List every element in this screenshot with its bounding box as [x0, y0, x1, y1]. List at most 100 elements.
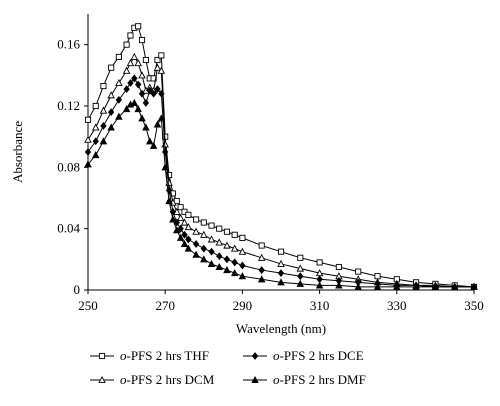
data-point-dce [115, 95, 123, 104]
y-ticks: 0 0.04 0.08 0.12 0.16 [57, 37, 88, 297]
data-point-dcm [107, 91, 115, 99]
legend-label-prefix: o [273, 372, 280, 387]
data-point-thf [92, 102, 99, 110]
data-point-dcm [230, 244, 239, 252]
data-point-dce [154, 85, 161, 94]
x-tick-label: 250 [78, 298, 98, 313]
data-point-dcm [157, 66, 166, 74]
data-point-thf [231, 231, 238, 238]
data-point-dce [123, 85, 130, 94]
data-point-dce [277, 269, 285, 278]
data-point-dcm [122, 66, 131, 74]
data-point-thf [200, 219, 207, 226]
data-point-thf [127, 32, 134, 39]
series-dce [84, 74, 478, 291]
data-point-dmf [184, 244, 193, 252]
data-point-dmf [146, 137, 154, 145]
x-tick-label: 350 [464, 298, 484, 313]
data-point-dce [150, 89, 157, 98]
data-point-dcm [115, 78, 123, 87]
data-point-thf [135, 23, 142, 30]
data-point-thf [108, 64, 115, 71]
legend-marker-dce [251, 352, 259, 360]
legend-label-rest: -PFS 2 hrs THF [127, 348, 209, 363]
data-point-dmf [207, 259, 216, 267]
data-point-dmf [157, 114, 166, 122]
data-point-dmf [169, 215, 177, 223]
legend-label-prefix: o [120, 348, 127, 363]
data-point-thf [138, 37, 146, 44]
legend-label-dmf: o-PFS 2 hrs DMF [273, 372, 366, 387]
data-point-dce [200, 244, 207, 253]
data-point-dmf [393, 282, 401, 290]
data-point-dce [297, 272, 304, 281]
data-point-thf [123, 41, 130, 48]
data-point-dce [138, 89, 146, 98]
data-point-thf [84, 116, 92, 123]
data-point-thf [355, 268, 362, 275]
legend-label-rest: -PFS 2 hrs DCM [127, 372, 215, 387]
data-point-dmf [412, 282, 420, 290]
data-point-dmf [84, 160, 92, 168]
data-point-dmf [223, 266, 231, 274]
legend-label-rest: -PFS 2 hrs DCE [280, 348, 364, 363]
y-axis-title: Absorbance [10, 121, 25, 183]
data-point-thf [181, 208, 188, 215]
data-point-dcm [184, 223, 193, 231]
legend-label-dcm: o-PFS 2 hrs DCM [120, 372, 215, 387]
data-point-dmf [450, 282, 459, 290]
legend-marker-dcm [98, 375, 106, 384]
legend-item-dcm: o-PFS 2 hrs DCM [90, 372, 215, 387]
data-point-dmf [134, 105, 142, 113]
data-point-thf [115, 53, 122, 60]
legend-item-dmf: o-PFS 2 hrs DMF [243, 372, 366, 387]
data-point-dce [231, 258, 238, 267]
data-point-dce [142, 99, 150, 107]
data-point-dce [208, 247, 215, 256]
data-point-dcm [223, 241, 231, 249]
x-tick-label: 290 [233, 298, 253, 313]
y-tick-label: 0.16 [57, 37, 80, 52]
data-point-dmf [142, 123, 150, 131]
data-point-thf [100, 83, 107, 90]
data-point-dmf [176, 233, 185, 241]
data-point-dcm [180, 218, 189, 226]
data-point-dce [258, 266, 265, 274]
data-point-thf [258, 242, 265, 249]
data-point-dcm [176, 213, 185, 221]
data-point-dcm [153, 63, 162, 71]
data-point-thf [335, 263, 342, 271]
data-point-dcm [134, 59, 142, 67]
data-point-dcm [99, 106, 108, 114]
data-point-dmf [257, 275, 266, 283]
data-point-dce [107, 108, 115, 117]
legend-item-dce: o-PFS 2 hrs DCE [243, 348, 364, 363]
data-point-dce [223, 255, 231, 264]
data-point-dmf [335, 281, 343, 289]
data-point-dmf [173, 226, 181, 234]
data-point-dcm [215, 238, 223, 246]
legend-label-dce: o-PFS 2 hrs DCE [273, 348, 364, 363]
data-point-thf [193, 216, 200, 223]
data-point-thf [142, 56, 149, 64]
data-point-thf [177, 204, 184, 211]
data-point-dmf [153, 120, 162, 128]
legend-marker-dmf [251, 375, 259, 384]
data-point-dce [181, 230, 188, 239]
data-point-dce [92, 137, 99, 146]
data-point-dce [192, 240, 200, 248]
data-point-dmf [296, 279, 305, 287]
plot-area: 0 0.04 0.08 0.12 0.16 250 270 290 310 330 350 [57, 14, 484, 313]
y-tick-label: 0.04 [57, 221, 80, 236]
data-point-dmf [107, 123, 115, 131]
x-tick-label: 270 [155, 298, 175, 313]
series-line-dmf [87, 102, 474, 288]
legend-label-thf: o-PFS 2 hrs THF [120, 348, 209, 363]
data-point-dcm [192, 227, 200, 235]
x-tick-label: 310 [310, 298, 330, 313]
data-point-dce [131, 74, 138, 83]
data-point-thf [277, 248, 285, 255]
data-point-dcm [200, 230, 208, 238]
data-point-dce [239, 261, 246, 270]
